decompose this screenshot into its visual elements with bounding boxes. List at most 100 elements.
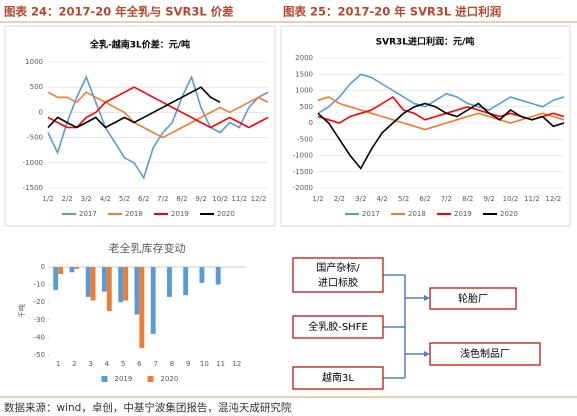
y-tick-label: -500 <box>297 135 313 143</box>
bar <box>90 267 96 301</box>
series-line <box>317 102 565 170</box>
bar <box>69 267 75 273</box>
legend-label: 2017 <box>362 210 380 218</box>
node-label: 越南3L <box>322 371 354 384</box>
x-tick-label: 4 <box>105 360 110 368</box>
x-tick-label: 12 <box>232 360 241 368</box>
x-tick-label: 10/2 <box>212 195 228 203</box>
x-tick-label: 1 <box>56 360 60 368</box>
header: 图表 24：2017-20 年全乳与 SVR3L 价差 <box>4 5 234 19</box>
chart-title: 老全乳库存变动 <box>109 241 186 255</box>
bar <box>85 267 91 297</box>
node-label: 国产杂标/ <box>316 261 360 274</box>
y-tick-label: 1000 <box>295 87 313 95</box>
series-line <box>317 73 565 114</box>
bar <box>123 267 128 301</box>
y-tick-label: 2000 <box>295 54 313 62</box>
chart-title: SVR3L进口利润：元/吨 <box>376 36 475 48</box>
legend-label: 2017 <box>79 210 97 218</box>
header: 图表 25：2017-20 年 SVR3L 进口利润 <box>283 5 501 19</box>
x-tick-label: 5/2 <box>398 195 409 203</box>
y-tick-label: -2000 <box>293 184 313 192</box>
x-tick-label: 8/2 <box>176 195 187 203</box>
bar <box>58 267 63 275</box>
y-tick-label: 500 <box>300 103 313 111</box>
x-tick-label: 4/2 <box>100 195 111 203</box>
x-tick-label: 10/2 <box>503 195 519 203</box>
y-tick-label: 0 <box>39 108 43 116</box>
chart-frame <box>4 25 276 227</box>
bar <box>139 267 145 348</box>
legend-label: 2018 <box>125 210 143 218</box>
x-tick-label: 9/2 <box>483 195 494 203</box>
x-tick-label: 1/2 <box>42 195 53 203</box>
y-tick-label: 500 <box>30 83 43 91</box>
x-tick-label: 6/2 <box>138 195 149 203</box>
series-line <box>317 96 565 131</box>
bar <box>134 267 140 315</box>
series-line <box>47 74 269 180</box>
legend-label: 2020 <box>161 375 179 383</box>
bar <box>53 267 59 290</box>
x-tick-label: 7/2 <box>157 195 168 203</box>
bar <box>118 267 124 303</box>
x-tick-label: 6 <box>137 360 142 368</box>
legend-label: 2018 <box>408 210 426 218</box>
y-tick-label: -10 <box>34 281 45 289</box>
x-tick-label: 3 <box>88 360 92 368</box>
x-tick-label: 11/2 <box>231 195 247 203</box>
x-tick-label: 9 <box>186 360 190 368</box>
y-tick-label: -30 <box>34 316 45 324</box>
legend-swatch <box>147 376 154 382</box>
x-tick-label: 1/2 <box>312 195 323 203</box>
x-tick-label: 9/2 <box>195 195 206 203</box>
x-tick-label: 10 <box>200 360 209 368</box>
node-label: 浅色制品厂 <box>460 347 510 360</box>
bar <box>183 267 189 296</box>
x-tick-label: 8 <box>170 360 174 368</box>
legend-label: 2019 <box>115 375 133 383</box>
x-tick-label: 2/2 <box>334 195 345 203</box>
legend-label: 2020 <box>217 210 235 218</box>
y-tick-label: -50 <box>34 351 45 359</box>
bar <box>167 267 172 297</box>
x-tick-label: 7 <box>153 360 157 368</box>
y-tick-label: -500 <box>27 134 43 142</box>
x-tick-label: 8/2 <box>462 195 473 203</box>
y-tick-label: -1000 <box>293 152 313 160</box>
x-tick-label: 11 <box>216 360 225 368</box>
bar <box>150 267 156 334</box>
x-tick-label: 4/2 <box>377 195 388 203</box>
y-axis-label: 千吨 <box>17 304 26 318</box>
legend-swatch <box>101 376 108 382</box>
node-label: 全乳胶-SHFE <box>308 320 368 333</box>
x-tick-label: 5 <box>121 360 125 368</box>
y-tick-label: -1500 <box>23 184 43 192</box>
bar <box>74 267 80 269</box>
y-tick-label: 1000 <box>25 58 43 66</box>
bar <box>106 267 112 311</box>
y-tick-label: -1000 <box>23 159 43 167</box>
x-tick-label: 7/2 <box>441 195 452 203</box>
series-line <box>47 86 269 129</box>
legend-label: 2020 <box>500 210 518 218</box>
x-tick-label: 3/2 <box>81 195 92 203</box>
chart-title: 全乳-越南3L价差：元/吨 <box>89 39 190 51</box>
y-tick-label: 1500 <box>295 70 313 78</box>
chart-frame <box>280 25 571 227</box>
series-line <box>47 86 221 129</box>
bar <box>102 267 107 292</box>
x-tick-label: 6/2 <box>419 195 430 203</box>
bar <box>199 267 205 283</box>
y-tick-label: -40 <box>34 333 45 341</box>
x-tick-label: 3/2 <box>355 195 366 203</box>
y-tick-label: -1500 <box>293 168 313 176</box>
node-label: 轮胎厂 <box>458 292 488 305</box>
node-label: 进口标胶 <box>318 276 358 289</box>
x-tick-label: 5/2 <box>119 195 130 203</box>
y-tick-label: 0 <box>41 263 45 271</box>
x-tick-label: 12/2 <box>545 195 561 203</box>
bar <box>215 267 221 285</box>
x-tick-label: 11/2 <box>524 195 540 203</box>
